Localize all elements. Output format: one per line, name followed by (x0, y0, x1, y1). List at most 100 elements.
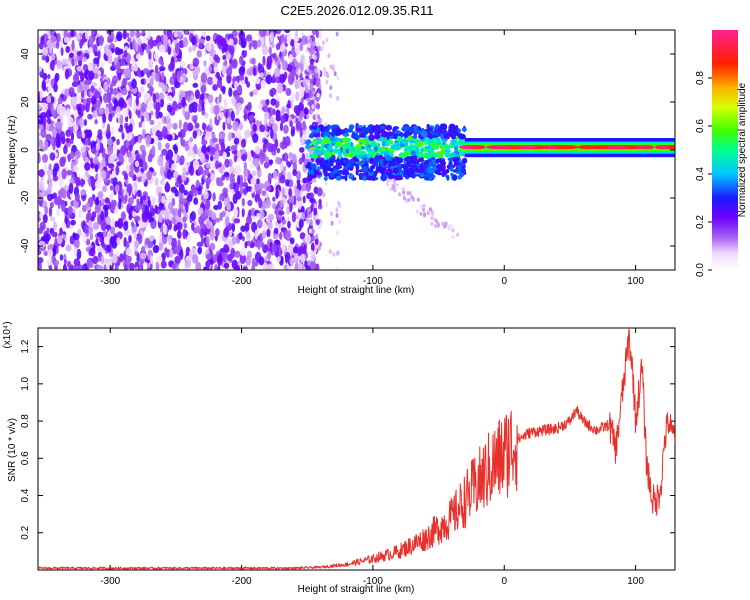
spectrogram-cell (313, 133, 319, 138)
spectrogram-cell (461, 135, 466, 140)
spectrogram-cell (131, 86, 138, 94)
snr-y-label: SNR (10 * v/v) (7, 418, 18, 482)
spectrogram-cell (41, 102, 49, 112)
spectrogram-cell (205, 35, 211, 42)
spectrogram-cell (210, 146, 216, 156)
spectrogram-cell (303, 244, 307, 254)
spectrogram-cell (204, 112, 209, 119)
spectrogram-cell (240, 225, 246, 232)
spectrogram-cell (299, 42, 304, 52)
spectrogram-cell (296, 170, 301, 181)
spectrogram-cell (38, 257, 44, 264)
spectrogram-cell (92, 110, 98, 119)
spectrogram-cell (397, 157, 404, 164)
spectrogram-cell (577, 145, 594, 150)
spectrogram-cell (192, 44, 196, 52)
spectrogram-cell (158, 213, 163, 223)
spectrogram-cell (53, 109, 57, 118)
spectrogram-cell (90, 85, 95, 93)
spectrogram-cell (39, 180, 44, 191)
spectrogram-cell (174, 81, 181, 89)
spectrogram-cell (75, 33, 81, 40)
spectrogram-cell (186, 122, 194, 132)
spectrogram-cell (265, 74, 273, 85)
spectrogram-cell (253, 157, 260, 168)
spectrogram-cell (216, 217, 220, 223)
spectrogram-cell (109, 83, 113, 93)
spectrogram-cell (139, 86, 145, 93)
spectrogram-cell (230, 145, 237, 151)
spectrogram-cell (355, 148, 362, 155)
spectrogram-cell (290, 128, 295, 137)
spectrogram-cell (132, 211, 137, 218)
spectrogram-cell (67, 205, 73, 216)
spectrogram-cell (239, 253, 246, 265)
spectrogram-cell (79, 117, 85, 128)
spectrogram-cell (124, 194, 128, 202)
spectrogram-cell (94, 164, 99, 173)
spectrogram-cell (304, 92, 310, 99)
spectrogram-cell (414, 142, 418, 148)
colorbar-gradient (712, 30, 738, 270)
spectrogram-cell (253, 66, 256, 77)
spectrogram-cell (67, 261, 72, 268)
spectrogram-cell (48, 265, 53, 270)
spectrogram-cell (265, 192, 269, 200)
spectrogram-cell (255, 195, 261, 202)
spectrogram-cell (200, 212, 207, 219)
spectrogram-cell (322, 40, 325, 46)
spectrogram-cell (299, 232, 306, 240)
spectrogram-cell (38, 240, 46, 248)
spectrogram-cell (183, 121, 189, 132)
spectrogram-cell (344, 128, 349, 133)
spectrogram-cell (161, 84, 168, 93)
spectrogram-cell (251, 89, 259, 95)
spectrogram-cell (250, 177, 257, 185)
spectrogram-cell (108, 154, 115, 165)
spectrogram-cell (394, 130, 401, 135)
y-tick-label: 1.2 (20, 339, 31, 353)
spectrogram-cell (230, 110, 235, 122)
spectrogram-cell (318, 138, 322, 143)
chart-title: C2E5.2026.012.09.35.R11 (281, 3, 434, 18)
spectrogram-cell (215, 160, 220, 170)
spectrogram-cell (224, 210, 231, 219)
spectrogram-cell (125, 133, 133, 141)
spectrogram-cell (146, 100, 153, 111)
spectrogram-cell (281, 33, 285, 44)
spectrogram-cell (227, 124, 232, 130)
spectrogram-cell (292, 169, 298, 177)
spectrogram-cell (386, 182, 390, 186)
spectrogram-cell (222, 86, 226, 95)
spectrogram-cell (199, 93, 205, 101)
spectrogram-cell (306, 218, 309, 223)
spectrogram-cell (139, 252, 147, 260)
spectrogram-cell (271, 243, 278, 253)
spectrogram-cell (165, 153, 170, 162)
spectrogram-cell (155, 72, 160, 82)
spectrogram-cell (195, 261, 202, 270)
spectrogram-cell (64, 88, 70, 97)
spectrogram-cell (41, 79, 46, 90)
spectrogram-cell (188, 30, 195, 34)
spectrogram-cell (265, 99, 270, 106)
spectrogram-cell (217, 264, 221, 270)
snr-frame (37, 327, 676, 571)
spectrogram-cell (334, 148, 341, 153)
spectrogram-cell (162, 125, 168, 136)
spectrogram-cell (243, 167, 249, 177)
spectrogram-cell (428, 207, 432, 212)
spectrogram-cell (223, 243, 230, 253)
spectrogram-cell (78, 85, 84, 93)
spectrogram-cell (48, 206, 53, 217)
spectrogram-cell (158, 111, 163, 119)
spectrogram-cell (263, 161, 270, 169)
spectrogram-cell (279, 199, 284, 208)
spectrogram-cell (47, 74, 51, 79)
spectrogram-cell (213, 104, 220, 116)
spectrogram-cell (162, 224, 168, 236)
spectrogram-cell (44, 205, 49, 215)
spectrogram-cell (141, 30, 146, 35)
spectrogram-cell (317, 114, 321, 120)
spectrogram-cell (365, 171, 369, 178)
